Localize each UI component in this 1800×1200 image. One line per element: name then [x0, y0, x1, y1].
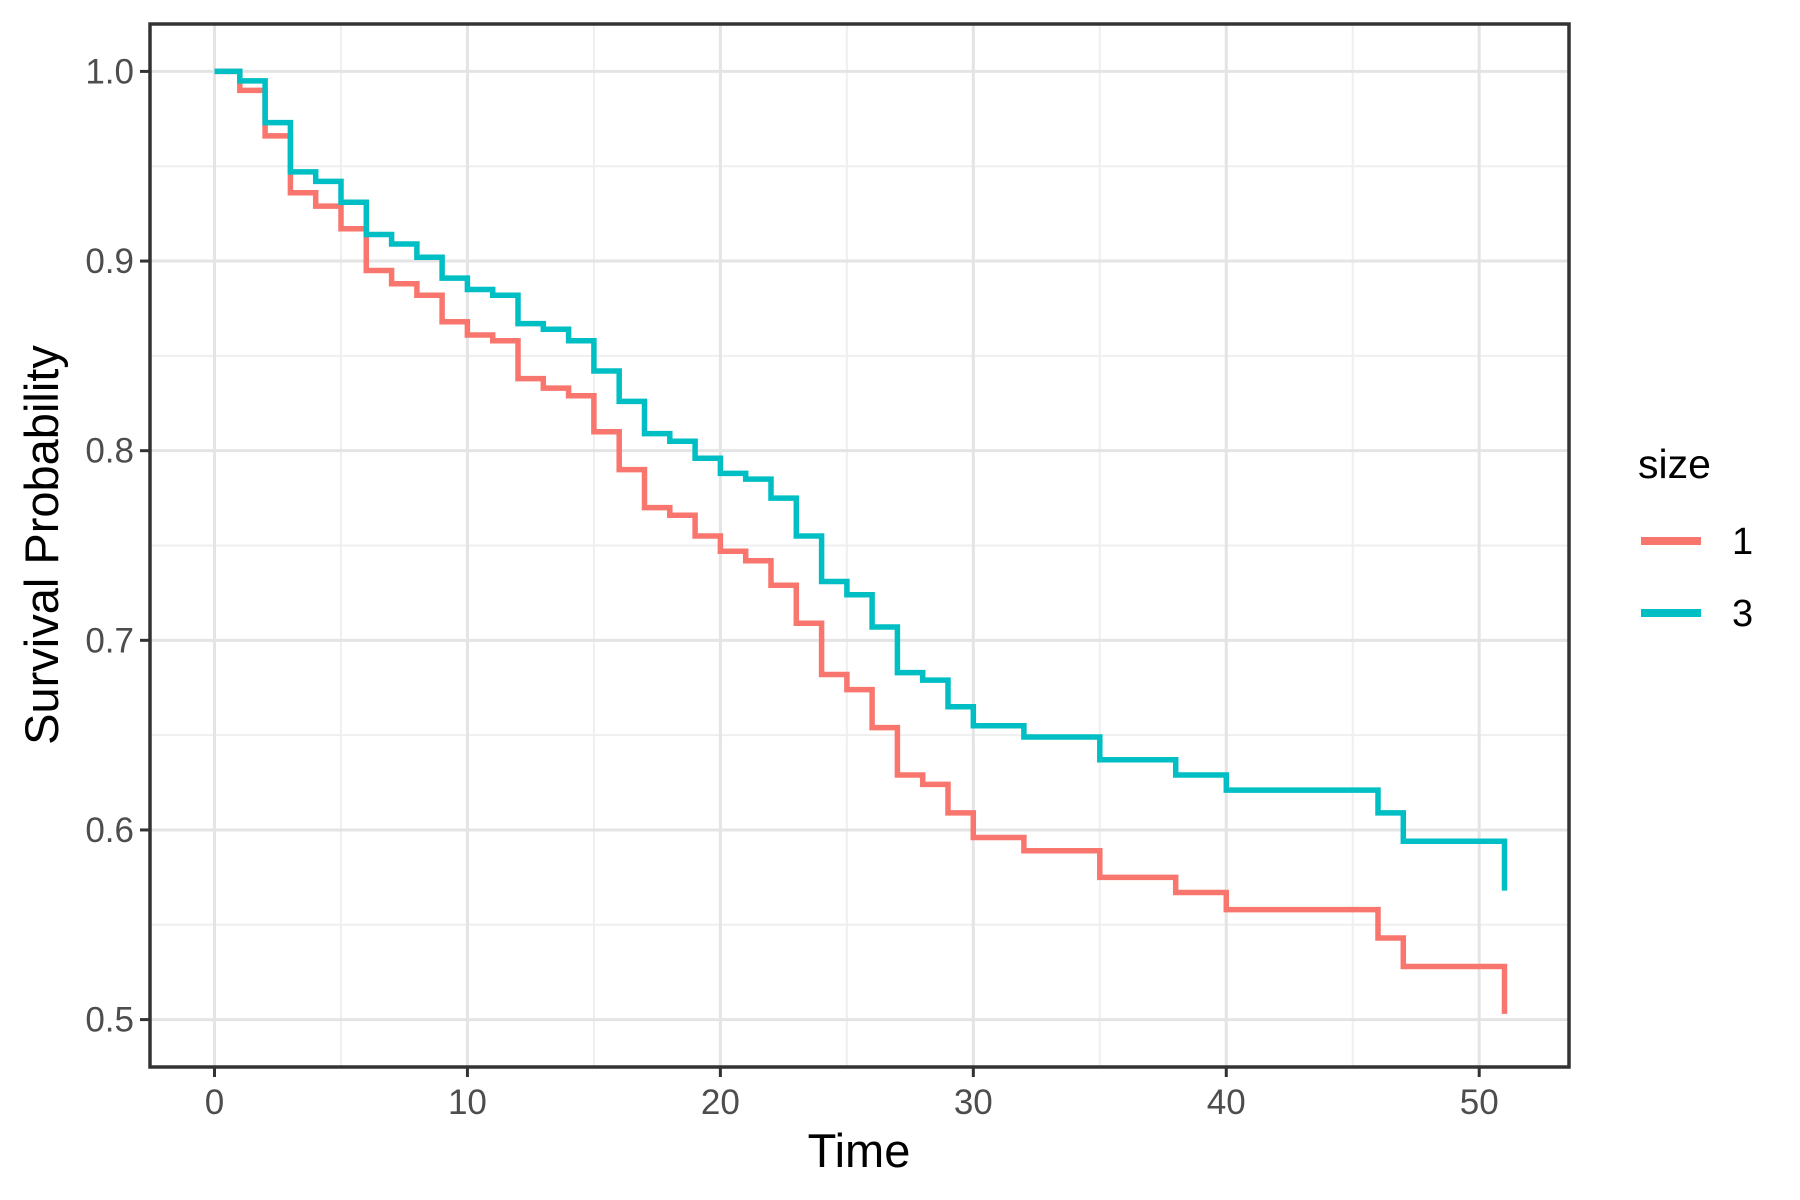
x-axis-title: Time — [808, 1124, 911, 1177]
legend-label-1: 1 — [1732, 521, 1753, 563]
x-tick-label: 40 — [1207, 1083, 1246, 1122]
gridlines-minor — [150, 24, 1569, 1067]
y-tick-label: 0.5 — [85, 1001, 134, 1040]
x-tick-labels: 0 10 20 30 40 50 — [205, 1083, 1499, 1122]
y-tick-label: 0.6 — [85, 811, 134, 850]
panel-border — [148, 22, 1571, 1069]
legend-label-3: 3 — [1732, 593, 1753, 635]
survival-curve-size-1 — [214, 68, 1508, 1014]
y-tick-label: 0.8 — [85, 432, 134, 471]
legend: size 13 — [1638, 441, 1753, 635]
legend-title: size — [1638, 441, 1711, 487]
x-tick-label: 0 — [205, 1083, 224, 1122]
legend-items: 13 — [1641, 521, 1753, 635]
x-tick-label: 10 — [448, 1083, 487, 1122]
x-tick-label: 30 — [954, 1083, 993, 1122]
survival-curve-size-3 — [214, 68, 1508, 891]
y-tick-labels: 0.5 0.6 0.7 0.8 0.9 1.0 — [85, 52, 134, 1039]
axis-ticks — [140, 69, 1481, 1077]
x-tick-label: 50 — [1460, 1083, 1499, 1122]
survival-curves — [214, 68, 1508, 1014]
y-axis-title: Survival Probability — [15, 345, 68, 745]
y-tick-label: 0.7 — [85, 621, 134, 660]
y-tick-label: 0.9 — [85, 242, 134, 281]
y-tick-label: 1.0 — [85, 52, 134, 91]
x-tick-label: 20 — [701, 1083, 740, 1122]
